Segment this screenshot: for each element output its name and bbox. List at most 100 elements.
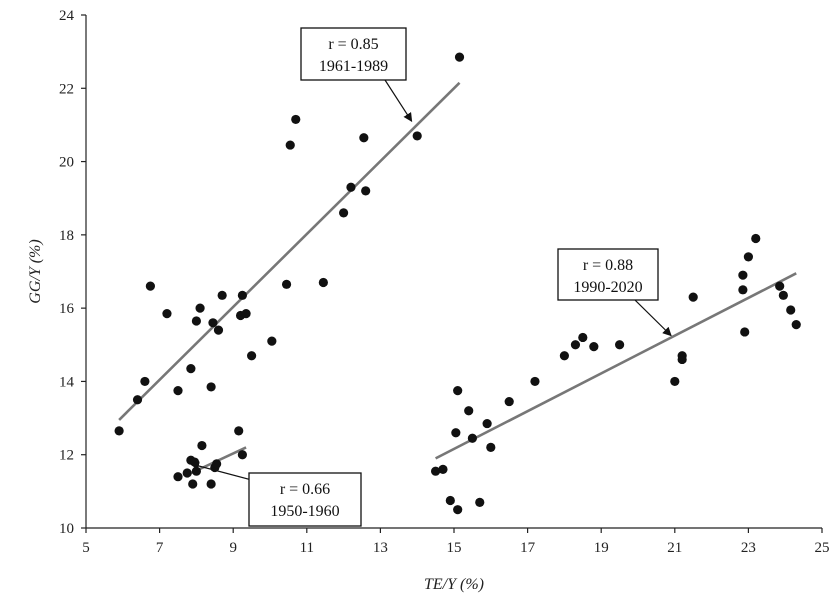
data-point (738, 285, 748, 295)
annotation-correlation: r = 0.85 (328, 36, 378, 53)
data-point (743, 252, 754, 262)
data-point (475, 497, 485, 507)
data-point (285, 140, 295, 150)
data-point (454, 52, 465, 62)
annotation-period: 1950-1960 (270, 503, 339, 520)
data-point (412, 131, 422, 141)
data-point (191, 466, 201, 476)
data-point (182, 468, 192, 478)
data-point (677, 354, 687, 365)
y-tick-label: 18 (59, 228, 74, 244)
data-point (775, 281, 785, 291)
x-tick-label: 5 (82, 540, 90, 556)
data-point (738, 270, 748, 280)
data-point (234, 426, 244, 436)
data-point (504, 396, 514, 407)
data-point (431, 466, 441, 476)
data-point (791, 320, 801, 330)
data-point (206, 479, 216, 489)
annotation-box (557, 248, 659, 301)
data-point (237, 290, 247, 300)
data-point (186, 364, 196, 374)
y-tick-label: 22 (59, 81, 74, 97)
x-tick-label: 15 (447, 540, 462, 556)
data-point (740, 327, 750, 337)
data-point (132, 395, 143, 405)
x-tick-label: 9 (229, 540, 237, 556)
x-tick-label: 23 (741, 540, 756, 556)
data-point (281, 279, 292, 289)
y-tick-label: 16 (59, 301, 75, 317)
annotation-correlation: r = 0.88 (583, 257, 633, 274)
x-tick-label: 19 (594, 540, 609, 556)
data-point (212, 459, 222, 469)
annotation-correlation: r = 0.66 (280, 481, 330, 498)
data-point (195, 303, 205, 313)
axes (85, 15, 822, 529)
x-tick-label: 17 (520, 540, 536, 556)
data-point (208, 318, 218, 328)
data-point (191, 316, 201, 326)
data-point (140, 376, 150, 387)
x-ticks: 5 7 9 11 13 15 17 19 21 23 25 (82, 528, 830, 556)
data-point (267, 336, 277, 346)
annotation-arrow (384, 79, 413, 123)
trend-lines (118, 81, 797, 477)
data-point (173, 385, 183, 396)
data-point (188, 479, 198, 489)
data-points (114, 52, 801, 515)
data-point (589, 342, 599, 352)
y-tick-label: 20 (59, 155, 74, 171)
trend-line (435, 272, 797, 460)
data-point (346, 182, 356, 192)
data-point (206, 382, 216, 392)
x-tick-label: 25 (815, 540, 830, 556)
x-tick-label: 11 (300, 540, 314, 556)
data-point (361, 186, 371, 196)
x-tick-label: 7 (156, 540, 164, 556)
data-point (237, 450, 247, 460)
data-point (162, 309, 172, 319)
x-axis-title: TE/Y (%) (424, 576, 484, 593)
trend-line (118, 81, 461, 421)
data-point (453, 505, 463, 515)
data-point (318, 277, 328, 288)
data-point (486, 442, 496, 452)
data-point (615, 340, 625, 350)
data-point (359, 133, 369, 143)
data-point (559, 351, 570, 361)
data-point (778, 290, 788, 300)
y-tick-label: 12 (59, 448, 74, 464)
data-point (530, 376, 540, 387)
y-tick-label: 14 (59, 374, 75, 390)
x-tick-label: 13 (373, 540, 388, 556)
y-ticks: 10 12 14 16 18 20 22 24 (59, 8, 86, 537)
data-point (467, 433, 477, 443)
annotation-box (248, 472, 362, 527)
x-tick-label: 21 (667, 540, 682, 556)
data-point (453, 385, 463, 396)
data-point (578, 332, 588, 343)
y-tick-label: 24 (59, 8, 75, 24)
data-point (291, 114, 301, 125)
data-point (217, 290, 227, 300)
data-point (445, 495, 455, 506)
annotation-box (300, 27, 407, 81)
annotation-period: 1961-1989 (319, 58, 388, 75)
data-point (786, 305, 796, 315)
data-point (173, 472, 183, 482)
data-point (570, 340, 581, 350)
data-point (482, 418, 492, 429)
data-point (670, 376, 680, 387)
data-point (197, 440, 207, 451)
data-point (213, 325, 224, 335)
data-point (247, 351, 257, 361)
y-axis-title: GG/Y (%) (27, 239, 44, 303)
data-point (438, 464, 448, 474)
data-point (688, 292, 698, 302)
y-tick-label: 10 (59, 521, 74, 537)
data-point (339, 208, 349, 218)
annotation-period: 1990-2020 (573, 279, 642, 296)
data-point (241, 309, 251, 319)
